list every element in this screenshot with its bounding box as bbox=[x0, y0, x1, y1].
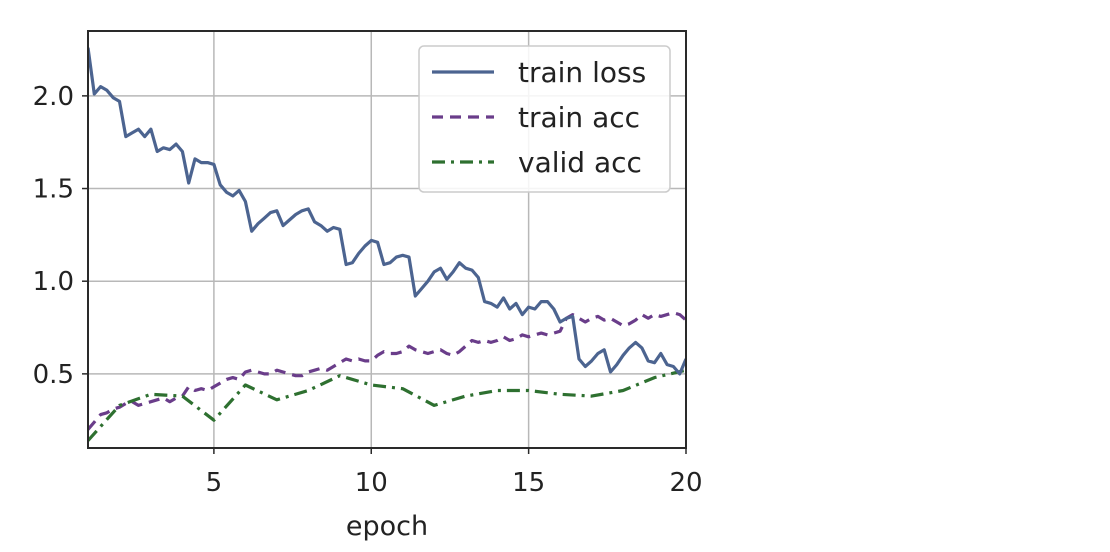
x-axis-label: epoch bbox=[346, 511, 428, 542]
x-tick-label: 15 bbox=[512, 468, 545, 498]
series-line-valid-acc bbox=[88, 368, 686, 442]
y-tick-label: 2.0 bbox=[33, 82, 74, 112]
legend-label: train acc bbox=[518, 101, 640, 134]
series-line-train-loss bbox=[88, 47, 686, 376]
y-tick-label: 0.5 bbox=[33, 360, 74, 390]
x-tick-label: 5 bbox=[206, 468, 223, 498]
plot-frame bbox=[87, 30, 687, 449]
y-tick-label: 1.5 bbox=[33, 175, 74, 205]
y-tick-label: 1.0 bbox=[33, 267, 74, 297]
x-tick-label: 10 bbox=[355, 468, 388, 498]
legend-box bbox=[418, 45, 671, 193]
legend: train loss train acc valid acc bbox=[418, 45, 671, 193]
ticks: 5 10 15 20 0.5 1.0 1.5 2.0 bbox=[33, 82, 703, 498]
x-tick-label: 20 bbox=[669, 468, 702, 498]
series-line-train-acc bbox=[88, 311, 686, 431]
legend-label: train loss bbox=[518, 56, 646, 89]
series-layer bbox=[88, 47, 686, 442]
legend-label: valid acc bbox=[518, 146, 642, 179]
